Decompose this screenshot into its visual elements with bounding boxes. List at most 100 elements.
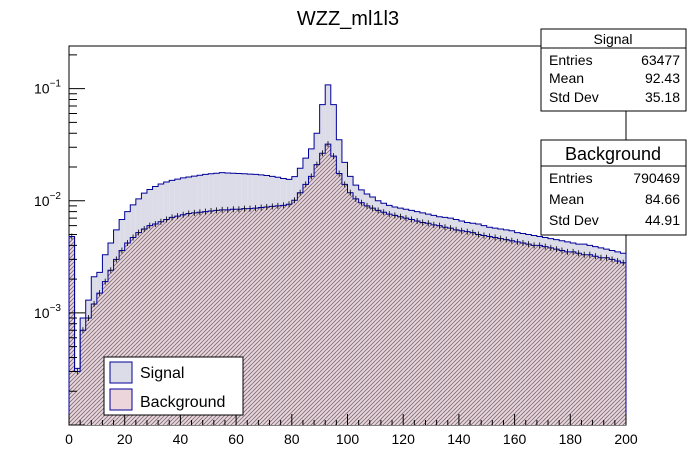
background-bar <box>598 257 604 425</box>
background-bar <box>163 219 170 425</box>
background-bar <box>291 200 298 425</box>
signal-stddev-label: Std Dev <box>549 89 599 105</box>
x-tick-label: 60 <box>228 431 244 447</box>
histogram-bars <box>69 84 626 426</box>
background-bar <box>275 205 281 425</box>
background-bar <box>197 212 203 425</box>
background-bar <box>208 211 214 425</box>
background-bar <box>191 212 198 425</box>
x-tick-label: 200 <box>614 431 638 447</box>
background-bar <box>403 218 409 425</box>
background-bar <box>119 250 125 425</box>
background-bar <box>503 239 510 425</box>
signal-mean-label: Mean <box>549 70 584 86</box>
background-bar <box>314 164 320 425</box>
background-bar <box>570 251 576 425</box>
background-bar <box>458 230 465 425</box>
background-bar <box>113 259 120 425</box>
signal-entries-label: Entries <box>549 52 593 68</box>
background-bar <box>380 212 387 425</box>
x-tick-label: 80 <box>284 431 300 447</box>
background-bar <box>481 235 487 425</box>
background-bar <box>369 208 376 425</box>
background-bar <box>392 215 398 425</box>
background-entries-value: 790469 <box>633 170 680 186</box>
background-bar <box>464 231 471 425</box>
background-bar <box>302 184 309 425</box>
background-bar <box>96 293 103 425</box>
background-bar <box>603 257 610 425</box>
y-tick-label: 10−2 <box>34 191 61 209</box>
background-stddev-label: Std Dev <box>549 212 599 228</box>
background-bar <box>475 234 482 425</box>
background-bar <box>375 210 381 425</box>
background-bar <box>581 254 588 425</box>
legend: Signal Background <box>103 356 244 416</box>
background-bar <box>174 216 181 425</box>
x-tick-label: 180 <box>559 431 583 447</box>
background-stddev-value: 44.91 <box>645 212 680 228</box>
background-bar <box>308 176 315 425</box>
background-bar <box>497 238 504 425</box>
background-bar <box>587 254 593 425</box>
background-bar <box>124 242 131 425</box>
x-tick-label: 40 <box>173 431 189 447</box>
background-bar <box>135 232 142 425</box>
background-bar <box>325 144 331 426</box>
background-bar <box>152 224 159 425</box>
background-bar <box>525 244 532 425</box>
chart-title: WZZ_ml1l3 <box>297 8 399 30</box>
background-bar <box>219 209 225 425</box>
background-bar <box>447 228 454 425</box>
background-bar <box>414 220 420 425</box>
background-bar <box>442 227 448 425</box>
background-bar <box>470 232 476 425</box>
background-bar <box>169 217 175 425</box>
background-bar <box>419 222 426 425</box>
background-entries-label: Entries <box>549 170 593 186</box>
x-axis: 0 20 40 60 80 100 120 140 160 180 200 <box>65 414 638 447</box>
background-bar <box>609 259 615 425</box>
background-bar <box>341 184 348 425</box>
y-tick-label: 10−1 <box>34 79 61 97</box>
background-bar <box>436 225 443 425</box>
background-bar <box>263 206 270 425</box>
background-bar <box>185 213 192 425</box>
background-bar <box>319 153 326 426</box>
background-bar <box>575 253 582 425</box>
background-bar <box>202 211 209 425</box>
signal-entries-value: 63477 <box>641 52 680 68</box>
background-bar <box>614 261 621 425</box>
background-bar <box>486 236 493 425</box>
background-bar <box>213 210 220 425</box>
background-bar <box>620 262 626 425</box>
x-tick-label: 20 <box>117 431 133 447</box>
background-bar <box>531 245 537 425</box>
background-bar <box>542 246 549 425</box>
background-bar <box>269 206 276 425</box>
background-outline <box>68 143 627 425</box>
background-bar <box>80 330 86 425</box>
background-bar <box>431 224 437 425</box>
background-bar <box>141 228 147 425</box>
background-bar <box>91 303 97 425</box>
background-bar <box>330 156 337 425</box>
background-bar <box>130 237 136 425</box>
background-bar <box>397 216 404 425</box>
background-bar <box>180 214 186 425</box>
background-bar <box>236 209 242 425</box>
background-mean-label: Mean <box>549 191 584 207</box>
background-bar <box>252 208 259 425</box>
x-tick-label: 120 <box>392 431 416 447</box>
signal-stats-title: Signal <box>594 31 633 47</box>
background-bar <box>224 209 231 425</box>
y-tick-label: 10−3 <box>34 303 61 321</box>
background-bar <box>247 208 253 425</box>
legend-signal-swatch <box>109 361 133 384</box>
background-bar <box>358 202 365 425</box>
background-bar <box>107 270 114 425</box>
x-tick-label: 160 <box>503 431 527 447</box>
background-bar <box>386 214 393 425</box>
background-bar <box>336 173 342 425</box>
background-bar <box>592 256 599 425</box>
